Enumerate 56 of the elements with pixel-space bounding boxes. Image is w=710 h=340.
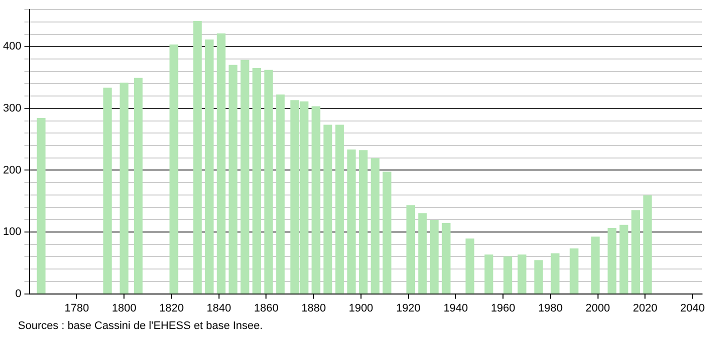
y-tick-label: 200 [2, 164, 22, 176]
bar [240, 60, 250, 294]
x-tick-label: 1780 [64, 302, 89, 314]
bar [193, 21, 202, 294]
bar [643, 195, 652, 294]
bar [120, 82, 128, 294]
bar [631, 210, 640, 294]
x-tick-label: 1800 [112, 302, 136, 314]
x-tick-label: 1820 [159, 302, 184, 314]
bar [466, 238, 474, 294]
bar [36, 118, 46, 294]
bar [550, 253, 560, 294]
y-tick-label: 0 [15, 288, 22, 300]
bar [608, 228, 616, 294]
bar [518, 254, 526, 294]
x-tick-label: 1980 [538, 302, 563, 314]
bar [503, 256, 512, 294]
y-tick-label: 300 [2, 102, 22, 114]
y-tick-label: 100 [2, 226, 22, 238]
y-tick-label: 400 [2, 40, 22, 53]
bar [484, 254, 494, 294]
bar [252, 68, 262, 294]
x-tick-label: 1940 [443, 302, 468, 314]
bar [205, 40, 214, 294]
bar [358, 150, 368, 294]
bar [370, 158, 380, 294]
bar [591, 236, 600, 294]
x-tick-label: 1960 [490, 302, 516, 314]
bar [170, 44, 178, 294]
bar [276, 94, 285, 294]
x-tick-label: 1840 [206, 302, 232, 314]
x-tick-label: 1880 [301, 302, 326, 314]
x-tick-label: 2040 [680, 302, 705, 314]
bar [264, 70, 273, 294]
bar [134, 78, 143, 294]
bar [406, 205, 416, 294]
bar [430, 220, 439, 294]
bar [418, 213, 427, 294]
bar [442, 223, 451, 294]
x-tick-label: 2020 [632, 302, 658, 314]
bar [323, 124, 332, 294]
bar [382, 172, 392, 294]
bar [312, 106, 320, 294]
x-tick-label: 1900 [348, 302, 374, 314]
source-note: Sources : base Cassini de l'EHESS et base Insee. [18, 320, 263, 332]
x-tick-label: 1920 [396, 302, 421, 314]
x-tick-label: 2000 [586, 302, 610, 314]
bar [216, 33, 226, 294]
bar [534, 260, 543, 294]
bar [335, 124, 344, 294]
x-tick-label: 1860 [254, 302, 278, 314]
bar [620, 224, 628, 294]
bar [570, 248, 578, 294]
bar [347, 150, 356, 294]
bar [228, 64, 238, 294]
bar [103, 88, 112, 294]
